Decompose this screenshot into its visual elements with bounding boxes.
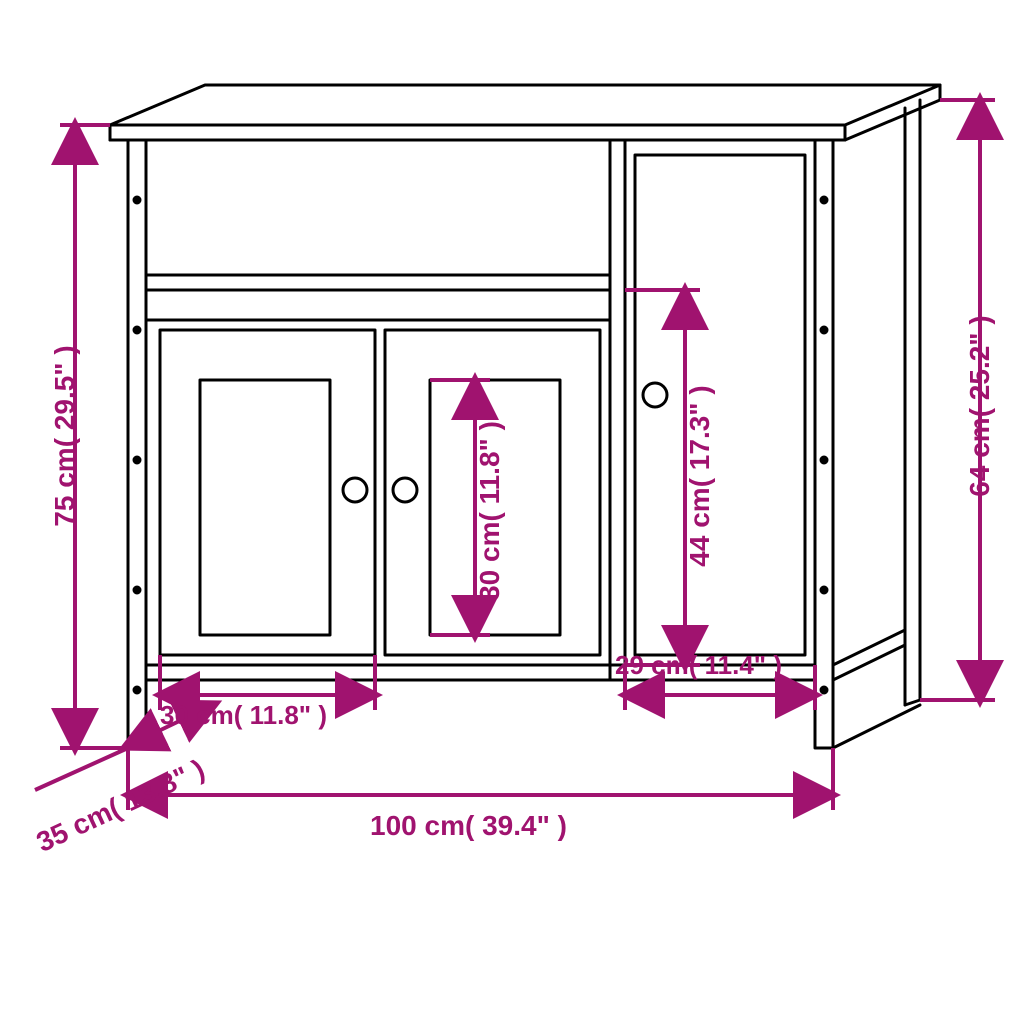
dim-width-door-left: 30 cm( 11.8" ) [160,700,327,731]
dim-width-door-right: 29 cm( 11.4" ) [615,650,782,681]
dim-width-total: 100 cm( 39.4" ) [370,810,567,842]
dim-height-door-inner: 44 cm( 17.3" ) [684,366,716,586]
dim-height-total: 75 cm( 29.5" ) [49,326,81,546]
dim-height-right: 64 cm( 25.2" ) [964,296,996,516]
cabinet-outline [110,85,940,748]
dim-height-panel: 30 cm( 11.8" ) [474,401,506,621]
dimension-drawing [0,0,1024,1024]
